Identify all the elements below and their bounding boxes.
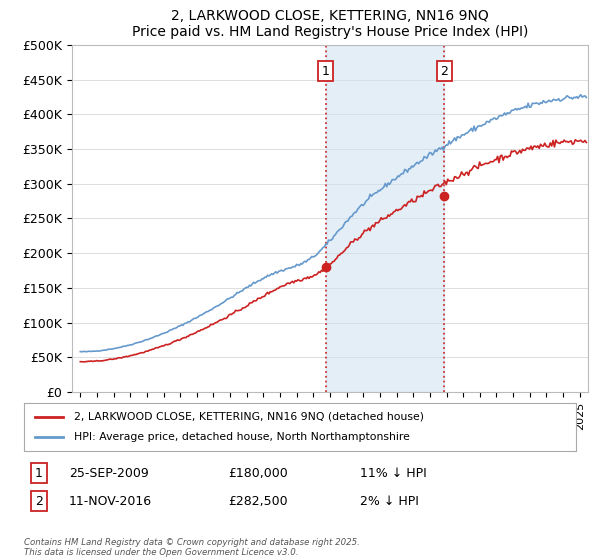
Title: 2, LARKWOOD CLOSE, KETTERING, NN16 9NQ
Price paid vs. HM Land Registry's House P: 2, LARKWOOD CLOSE, KETTERING, NN16 9NQ P…	[132, 10, 528, 39]
Text: 2, LARKWOOD CLOSE, KETTERING, NN16 9NQ (detached house): 2, LARKWOOD CLOSE, KETTERING, NN16 9NQ (…	[74, 412, 424, 422]
Text: HPI: Average price, detached house, North Northamptonshire: HPI: Average price, detached house, Nort…	[74, 432, 410, 442]
Text: 1: 1	[35, 466, 43, 480]
Text: 2% ↓ HPI: 2% ↓ HPI	[360, 494, 419, 508]
Text: 25-SEP-2009: 25-SEP-2009	[69, 466, 149, 480]
Text: £282,500: £282,500	[228, 494, 287, 508]
Text: Contains HM Land Registry data © Crown copyright and database right 2025.
This d: Contains HM Land Registry data © Crown c…	[24, 538, 360, 557]
Text: 1: 1	[322, 65, 329, 78]
Text: 11-NOV-2016: 11-NOV-2016	[69, 494, 152, 508]
Bar	[326, 45, 445, 392]
Text: 11% ↓ HPI: 11% ↓ HPI	[360, 466, 427, 480]
Text: £180,000: £180,000	[228, 466, 288, 480]
Text: 2: 2	[35, 494, 43, 508]
Text: 2: 2	[440, 65, 448, 78]
